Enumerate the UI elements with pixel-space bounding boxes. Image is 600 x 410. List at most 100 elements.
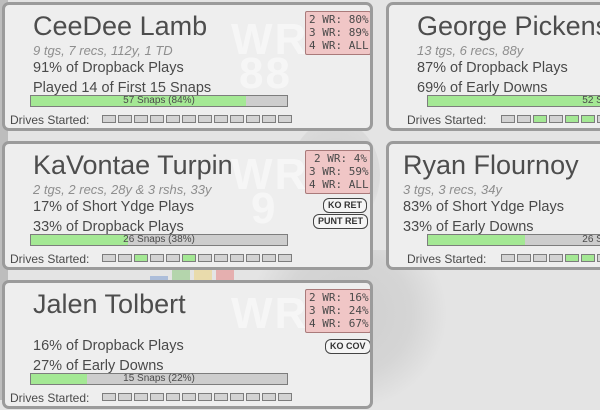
drive-cell <box>262 115 276 123</box>
drive-cell <box>565 254 579 262</box>
snaps-label: 26 Snaps (38%) <box>123 234 195 245</box>
player-name: KaVontae Turpin <box>33 150 233 180</box>
watermark-number: 88 <box>239 49 292 98</box>
player-card-kavontae-turpin[interactable]: WR 9 KaVontae Turpin 2 tgs, 2 recs, 28y … <box>2 141 373 270</box>
drive-cell <box>198 254 212 262</box>
wr-4-rate: 4 WR: ALL <box>309 39 369 52</box>
watermark: WR <box>231 289 309 338</box>
usage-stat-2: 27% of Early Downs <box>33 358 164 374</box>
snaps-bar: 26 Snaps (38%) <box>30 234 288 246</box>
drive-cell <box>230 115 244 123</box>
usage-stat-1: 91% of Dropback Plays <box>33 60 184 76</box>
drive-cell <box>517 115 531 123</box>
wr-2-rate: 2 WR: 80% <box>309 13 369 26</box>
snaps-bar: 57 Snaps (84%) <box>30 95 288 107</box>
player-stats: 3 tgs, 3 recs, 34y <box>403 182 502 197</box>
punt-return-tag: PUNT RET <box>313 214 368 229</box>
drives-started-grid <box>102 115 294 123</box>
snaps-label: 15 Snaps (22%) <box>123 373 195 384</box>
drives-started-label: Drives Started: <box>10 391 90 405</box>
drive-cell <box>102 254 116 262</box>
snaps-fill <box>428 235 526 245</box>
watermark: WR <box>231 150 309 199</box>
drive-cell <box>549 254 563 262</box>
drive-cell <box>198 115 212 123</box>
usage-stat-2: 33% of Dropback Plays <box>33 219 184 235</box>
drive-cell <box>278 115 292 123</box>
drive-cell <box>166 254 180 262</box>
drives-started-label: Drives Started: <box>407 113 487 127</box>
wr-2-rate: 2 WR: 4% <box>314 152 367 165</box>
drives-started-grid <box>102 254 294 262</box>
drive-cell <box>597 115 600 123</box>
wr-formation-box: 2 WR: 16% 3 WR: 24% 4 WR: 67% <box>305 289 370 333</box>
drives-started-label: Drives Started: <box>407 252 487 266</box>
wr-formation-box: 2 WR: 4% 3 WR: 59% 4 WR: ALL <box>305 150 370 194</box>
drive-cell <box>230 254 244 262</box>
wr-3-rate: 3 WR: 24% <box>309 304 369 317</box>
snaps-fill <box>31 374 88 384</box>
player-card-ceedee-lamb[interactable]: WR 88 CeeDee Lamb 9 tgs, 7 recs, 112y, 1… <box>2 2 373 131</box>
drive-cell <box>262 254 276 262</box>
player-name: Ryan Flournoy <box>403 150 579 180</box>
player-card-george-pickens[interactable]: George Pickens 13 tgs, 6 recs, 88y 87% o… <box>386 2 600 131</box>
player-name: George Pickens <box>417 11 600 41</box>
drive-cell <box>501 115 515 123</box>
drive-cell <box>118 115 132 123</box>
drive-cell <box>134 254 148 262</box>
drive-cell <box>102 115 116 123</box>
wr-2-rate: 2 WR: 16% <box>309 291 369 304</box>
wr-3-rate: 3 WR: 59% <box>309 165 369 178</box>
snaps-label: 57 Snaps (84%) <box>123 95 195 106</box>
drive-cell <box>581 254 595 262</box>
drive-cell <box>246 254 260 262</box>
usage-stat-2: 69% of Early Downs <box>417 80 548 96</box>
drive-cell <box>517 254 531 262</box>
drives-started-label: Drives Started: <box>10 252 90 266</box>
drives-started-grid <box>501 115 600 123</box>
player-name: CeeDee Lamb <box>33 11 208 41</box>
drive-cell <box>597 254 600 262</box>
usage-stat-2: Played 14 of First 15 Snaps <box>33 80 212 96</box>
drive-cell <box>501 254 515 262</box>
drive-cell <box>549 115 563 123</box>
player-card-ryan-flournoy[interactable]: Ryan Flournoy 3 tgs, 3 recs, 34y 83% of … <box>386 141 600 270</box>
ko-coverage-tag: KO COV <box>325 339 370 354</box>
drive-cell <box>533 254 547 262</box>
snaps-bar: 52 Snaps (76%) <box>427 95 600 107</box>
drives-started-grid <box>501 254 600 262</box>
watermark-number: 9 <box>251 184 278 233</box>
watermark: WR <box>231 15 309 64</box>
drive-cell <box>581 115 595 123</box>
drive-cell <box>150 115 164 123</box>
player-stats: 9 tgs, 7 recs, 112y, 1 TD <box>33 43 173 58</box>
player-name: Jalen Tolbert <box>33 289 186 319</box>
player-stats: 2 tgs, 2 recs, 28y & 3 rshs, 33y <box>33 182 212 197</box>
player-stats: 13 tgs, 6 recs, 88y <box>417 43 524 58</box>
drive-cell <box>182 115 196 123</box>
drive-cell <box>214 254 228 262</box>
drive-cell <box>118 254 132 262</box>
snaps-bar: 15 Snaps (22%) <box>30 373 288 385</box>
snaps-label: 52 Snaps (76%) <box>582 95 600 106</box>
snaps-fill <box>31 235 129 245</box>
ko-return-tag: KO RET <box>323 198 368 213</box>
drive-cell <box>214 115 228 123</box>
usage-stat-2: 33% of Early Downs <box>403 219 534 235</box>
player-card-jalen-tolbert[interactable]: WR Jalen Tolbert 16% of Dropback Plays 2… <box>2 280 373 409</box>
usage-stat-1: 16% of Dropback Plays <box>33 338 184 354</box>
wr-4-rate: 4 WR: ALL <box>309 178 369 191</box>
drive-cell <box>166 115 180 123</box>
drive-cell <box>246 115 260 123</box>
drive-cell <box>278 254 292 262</box>
snaps-fill <box>31 96 247 106</box>
usage-stat-1: 83% of Short Ydge Plays <box>403 199 564 215</box>
drive-cell <box>150 254 164 262</box>
snaps-fill <box>428 96 600 106</box>
drive-cell <box>533 115 547 123</box>
drives-started-label: Drives Started: <box>10 113 90 127</box>
usage-stat-1: 87% of Dropback Plays <box>417 60 568 76</box>
wr-3-rate: 3 WR: 89% <box>309 26 369 39</box>
snaps-label: 26 Snaps (38%) <box>582 234 600 245</box>
drive-cell <box>182 254 196 262</box>
